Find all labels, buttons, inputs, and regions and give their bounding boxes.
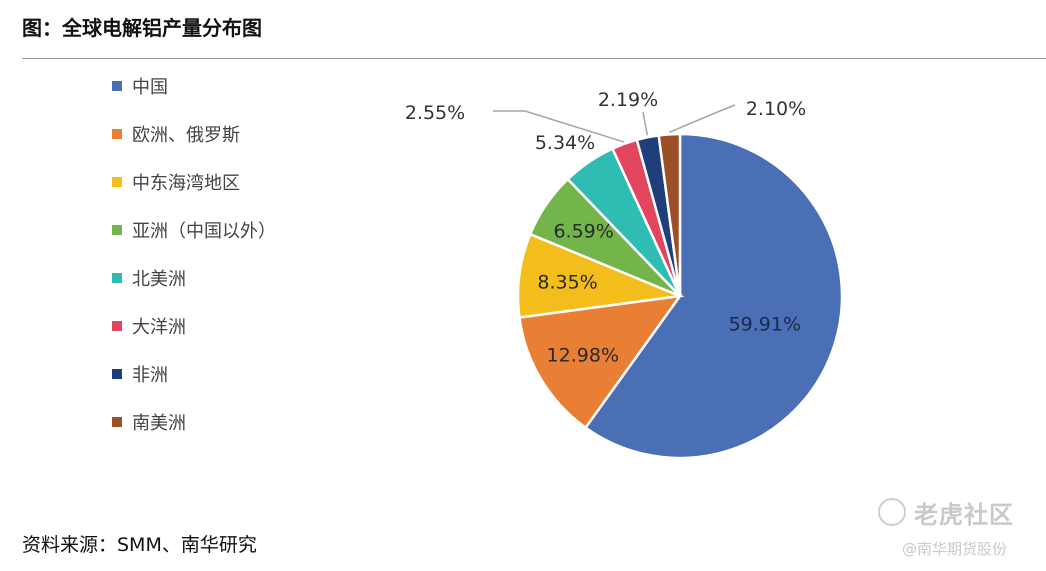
legend-swatch (112, 369, 122, 379)
legend-item: 大洋洲 (112, 314, 186, 338)
legend-item: 北美洲 (112, 266, 186, 290)
data-label: 6.59% (553, 220, 613, 242)
pie-slice (516, 232, 685, 319)
page-title: 图：全球电解铝产量分布图 (22, 16, 262, 40)
leader-line (668, 104, 736, 134)
legend-item: 非洲 (112, 362, 168, 386)
watermark-account: @南华期货股份 (902, 540, 1008, 558)
watermark-logo-icon (878, 498, 906, 526)
legend-label: 非洲 (132, 365, 168, 386)
watermark-logo: 老虎社区 (878, 494, 1028, 530)
legend-label: 亚洲（中国以外） (132, 221, 276, 242)
data-label: 2.55% (405, 102, 465, 124)
legend-swatch (112, 225, 122, 235)
legend-item: 中东海湾地区 (112, 170, 240, 194)
data-label: 5.34% (535, 132, 595, 154)
data-label: 12.98% (547, 344, 619, 366)
pie-slice (518, 294, 683, 430)
legend-item: 欧洲、俄罗斯 (112, 122, 240, 146)
legend-label: 南美洲 (132, 413, 186, 434)
legend-swatch (112, 273, 122, 283)
leader-line (493, 110, 625, 143)
data-label: 2.10% (746, 98, 806, 120)
legend-swatch (112, 321, 122, 331)
legend-label: 欧洲、俄罗斯 (132, 125, 240, 146)
source-note: 资料来源：SMM、南华研究 (22, 534, 257, 556)
data-label: 8.35% (537, 271, 597, 293)
legend-label: 中国 (132, 77, 168, 98)
watermark-logo-text: 老虎社区 (914, 500, 1014, 529)
pie-slice (657, 132, 682, 297)
legend-label: 北美洲 (132, 269, 186, 290)
legend-item: 亚洲（中国以外） (112, 218, 276, 242)
legend-label: 大洋洲 (132, 317, 186, 338)
title-divider (22, 58, 1046, 59)
data-label: 59.91% (729, 313, 801, 335)
legend-swatch (112, 81, 122, 91)
legend-item: 中国 (112, 74, 168, 98)
legend-label: 中东海湾地区 (132, 173, 240, 194)
legend-swatch (112, 177, 122, 187)
legend-swatch (112, 129, 122, 139)
legend-swatch (112, 417, 122, 427)
legend-item: 南美洲 (112, 410, 186, 434)
data-label: 2.19% (598, 89, 658, 111)
leader-line (642, 111, 649, 136)
pie-slice (583, 132, 844, 460)
